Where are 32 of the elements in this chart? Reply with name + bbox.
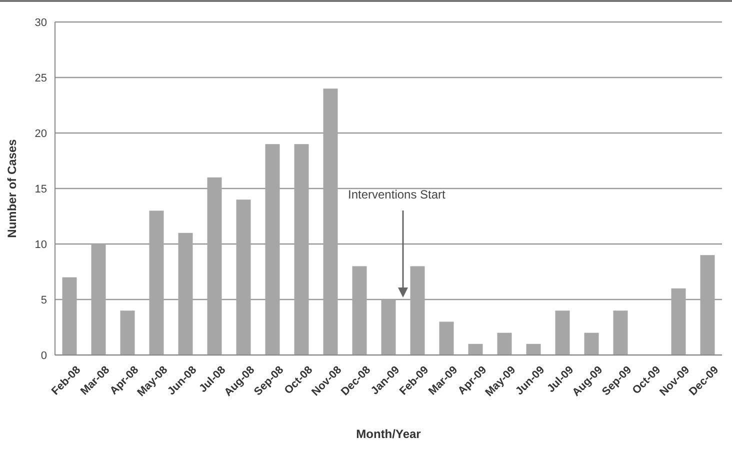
bar bbox=[120, 310, 135, 355]
y-tick-label: 20 bbox=[34, 128, 47, 140]
y-tick-label: 0 bbox=[40, 350, 47, 362]
y-tick-label: 30 bbox=[34, 16, 47, 29]
x-axis-title: Month/Year bbox=[356, 427, 422, 441]
bar bbox=[700, 255, 715, 355]
bar bbox=[236, 200, 251, 355]
annotation: Interventions Start bbox=[348, 188, 446, 202]
bar bbox=[613, 310, 628, 355]
bar bbox=[381, 300, 396, 355]
bar bbox=[555, 310, 570, 355]
bar bbox=[265, 144, 280, 355]
y-axis-title: Number of Cases bbox=[5, 138, 19, 238]
bar bbox=[671, 288, 686, 355]
y-tick-label: 25 bbox=[34, 72, 47, 84]
bar bbox=[439, 322, 454, 355]
bar bbox=[352, 266, 367, 355]
bar bbox=[91, 244, 106, 355]
y-tick-label: 10 bbox=[34, 238, 47, 251]
y-tick-label: 15 bbox=[34, 183, 47, 196]
bar bbox=[149, 210, 164, 355]
y-tick-label: 5 bbox=[40, 294, 47, 306]
bar bbox=[526, 344, 541, 355]
bar bbox=[207, 177, 222, 355]
bar bbox=[468, 344, 483, 355]
bar bbox=[294, 144, 309, 355]
bar bbox=[584, 332, 599, 355]
bar bbox=[178, 232, 193, 355]
bar bbox=[497, 332, 512, 355]
bar bbox=[62, 277, 77, 355]
bar bbox=[410, 266, 425, 355]
bar bbox=[323, 88, 338, 355]
